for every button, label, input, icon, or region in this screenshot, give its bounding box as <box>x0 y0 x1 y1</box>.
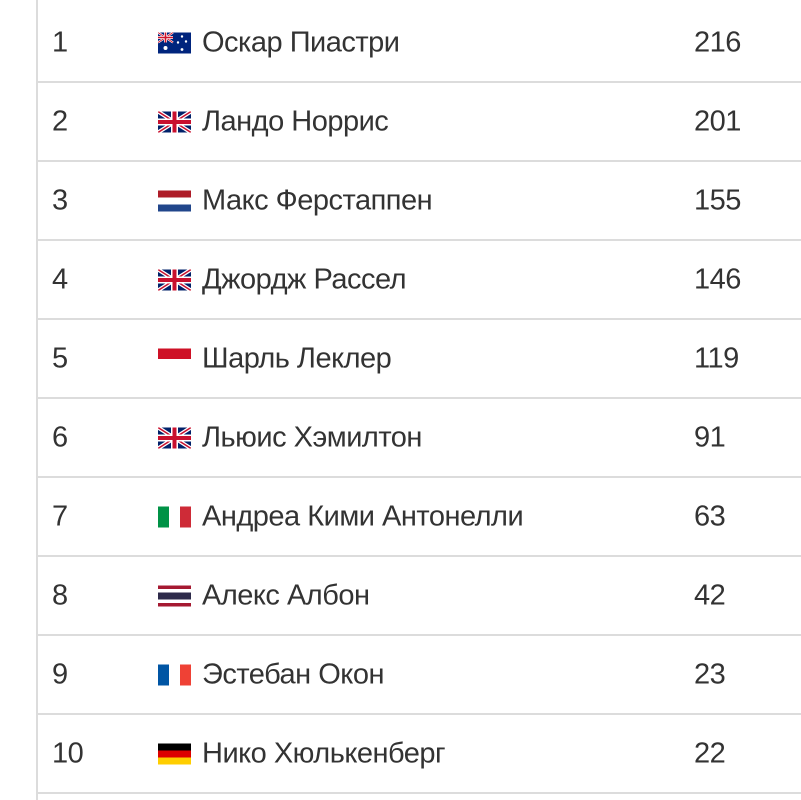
position-cell: 6 <box>52 421 68 453</box>
points-cell: 146 <box>694 263 741 295</box>
table-row: 3 Макс Ферстаппен 155 <box>38 162 801 241</box>
points-cell: 22 <box>694 737 726 769</box>
driver-name: Макс Ферстаппен <box>202 184 433 216</box>
points-cell: 42 <box>694 579 726 611</box>
driver-name: Нико Хюлькенберг <box>202 737 446 769</box>
table-row: 7 Андреа Кими Антонелли 63 <box>38 478 801 557</box>
driver-name: Джордж Рассел <box>202 263 407 295</box>
driver-name: Ландо Норрис <box>202 105 389 137</box>
position-cell: 9 <box>52 658 68 690</box>
table-row: 9 Эстебан Окон 23 <box>38 636 801 715</box>
points-cell: 63 <box>694 500 726 532</box>
driver-name: Льюис Хэмилтон <box>202 421 422 453</box>
points-cell: 23 <box>694 658 726 690</box>
table-row: 2 Ландо Норрис 201 <box>38 83 801 162</box>
uk-flag-icon <box>158 427 191 448</box>
points-cell: 216 <box>694 26 741 58</box>
table-row: 8 Алекс Албон 42 <box>38 557 801 636</box>
driver-name: Алекс Албон <box>202 579 370 611</box>
driver-standings-table: 1 Оскар Пиастри 216 2 <box>36 0 801 800</box>
position-cell: 5 <box>52 342 68 374</box>
position-cell: 1 <box>52 26 68 58</box>
position-cell: 2 <box>52 105 68 137</box>
australia-flag-icon <box>158 32 191 53</box>
position-cell: 4 <box>52 263 68 295</box>
driver-name: Андреа Кими Антонелли <box>202 500 524 532</box>
table-row: 1 Оскар Пиастри 216 <box>38 4 801 83</box>
driver-name: Шарль Леклер <box>202 342 392 374</box>
position-cell: 10 <box>52 737 84 769</box>
table-row: 5 Шарль Леклер 119 <box>38 320 801 399</box>
points-cell: 201 <box>694 105 741 137</box>
position-cell: 3 <box>52 184 68 216</box>
driver-name: Эстебан Окон <box>202 658 384 690</box>
monaco-flag-icon <box>158 348 191 369</box>
germany-flag-icon <box>158 743 191 764</box>
thailand-flag-icon <box>158 585 191 606</box>
position-cell: 7 <box>52 500 68 532</box>
italy-flag-icon <box>158 506 191 527</box>
netherlands-flag-icon <box>158 190 191 211</box>
table-row: 4 Джордж Рассел 146 <box>38 241 801 320</box>
table-row: 10 Нико Хюлькенберг 22 <box>38 715 801 794</box>
uk-flag-icon <box>158 269 191 290</box>
table-row: 6 Льюис Хэмилтон 91 <box>38 399 801 478</box>
uk-flag-icon <box>158 111 191 132</box>
points-cell: 91 <box>694 421 726 453</box>
points-cell: 119 <box>694 342 739 374</box>
driver-name: Оскар Пиастри <box>202 26 400 58</box>
france-flag-icon <box>158 664 191 685</box>
position-cell: 8 <box>52 579 68 611</box>
points-cell: 155 <box>694 184 741 216</box>
